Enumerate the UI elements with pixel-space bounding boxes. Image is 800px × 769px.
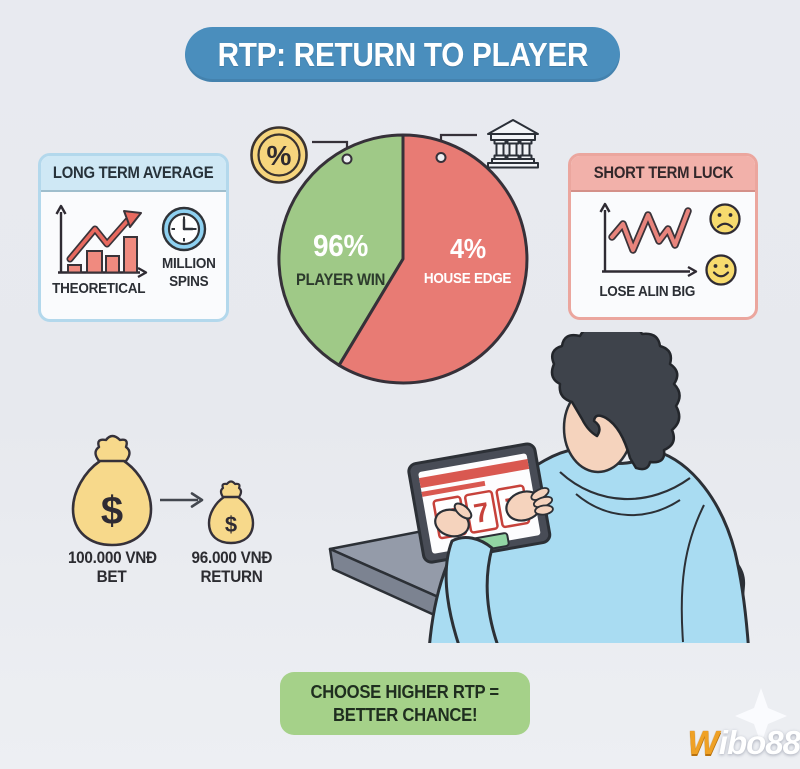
short-term-luck-box: SHORT TERM LUCK bbox=[568, 153, 758, 320]
bet-caption-wrap: BET bbox=[42, 567, 182, 586]
cta-line-2: BETTER CHANCE! bbox=[332, 703, 478, 725]
long-term-box-title: LONG TERM AVERAGE bbox=[53, 163, 214, 182]
title-banner: RTP: RETURN TO PLAYER bbox=[185, 27, 620, 82]
cta-line-1: CHOOSE HIGHER RTP = bbox=[310, 680, 500, 702]
slot-digit-2: 7 bbox=[472, 497, 492, 529]
short-term-icons bbox=[599, 202, 741, 286]
spins-label-wrap: SPINS bbox=[149, 272, 229, 290]
long-term-icons bbox=[55, 204, 207, 279]
left-sleeve bbox=[444, 536, 499, 643]
player-win-label: PLAYER WIN bbox=[296, 270, 386, 289]
lose-win-label-wrap: LOSE ALIN BIG bbox=[585, 283, 710, 301]
cta-banner: CHOOSE HIGHER RTP = BETTER CHANCE! bbox=[280, 672, 530, 735]
player-win-label-wrap: PLAYER WIN bbox=[283, 270, 399, 290]
return-value-wrap: 96.000 VNĐ bbox=[162, 548, 302, 567]
dollar-symbol-small: $ bbox=[225, 512, 237, 537]
pie-slice-house-edge bbox=[337, 133, 529, 385]
return-value: 96.000 VNĐ bbox=[191, 547, 273, 567]
lose-win-label: LOSE ALIN BIG bbox=[599, 282, 696, 300]
sad-face-icon bbox=[709, 203, 741, 235]
bet-value: 100.000 VNĐ bbox=[67, 547, 157, 567]
brand-rest: ibo88 bbox=[718, 724, 800, 761]
money-exchange: $ $ bbox=[71, 434, 255, 547]
callout-dot-left bbox=[341, 153, 353, 165]
person-hair bbox=[550, 332, 681, 471]
percent-symbol: % bbox=[267, 140, 292, 171]
rtp-pie-chart: % bbox=[250, 119, 539, 385]
million-label-wrap: MILLION bbox=[149, 254, 229, 272]
house-edge-percent: 4% bbox=[449, 232, 486, 264]
bet-value-wrap: 100.000 VNĐ bbox=[42, 548, 182, 567]
happy-face-icon bbox=[705, 254, 737, 286]
theoretical-label: THEORETICAL bbox=[52, 279, 146, 297]
page-title: RTP: RETURN TO PLAYER bbox=[217, 35, 588, 73]
bet-caption: BET bbox=[97, 566, 127, 586]
spins-label: SPINS bbox=[169, 272, 209, 290]
percent-coin-icon: % bbox=[250, 126, 308, 184]
left-hand bbox=[434, 502, 473, 538]
theoretical-label-wrap: THEORETICAL bbox=[38, 280, 160, 298]
return-caption: RETURN bbox=[200, 566, 264, 586]
player-illustration: 7 7 7 bbox=[328, 332, 750, 643]
short-term-box-title: SHORT TERM LUCK bbox=[593, 163, 733, 182]
house-edge-label: HOUSE EDGE bbox=[424, 269, 512, 287]
zigzag-line-icon bbox=[599, 202, 698, 278]
arrow-right-icon bbox=[160, 492, 204, 508]
money-bag-small-icon: $ bbox=[207, 480, 255, 545]
rising-bar-chart-icon bbox=[55, 204, 148, 279]
million-label: MILLION bbox=[162, 254, 216, 272]
player-win-percent: 96% bbox=[313, 228, 369, 263]
money-bag-icon: $ bbox=[71, 434, 153, 547]
bank-icon bbox=[487, 119, 539, 169]
long-term-box-header: LONG TERM AVERAGE bbox=[41, 156, 226, 192]
brand-first-letter: W bbox=[687, 724, 719, 761]
house-edge-label-wrap: HOUSE EDGE bbox=[413, 269, 523, 287]
player-win-pct-wrap: 96% bbox=[295, 228, 387, 263]
return-caption-wrap: RETURN bbox=[162, 567, 302, 586]
house-edge-pct-wrap: 4% bbox=[425, 233, 510, 264]
short-term-box-header: SHORT TERM LUCK bbox=[571, 156, 755, 192]
callout-dot-right bbox=[435, 152, 447, 163]
clock-icon bbox=[161, 206, 207, 252]
right-hand bbox=[505, 487, 554, 522]
dollar-symbol-large: $ bbox=[101, 489, 123, 533]
brand-logo: Wibo88 bbox=[655, 724, 800, 766]
sparkle-icon bbox=[735, 688, 787, 744]
